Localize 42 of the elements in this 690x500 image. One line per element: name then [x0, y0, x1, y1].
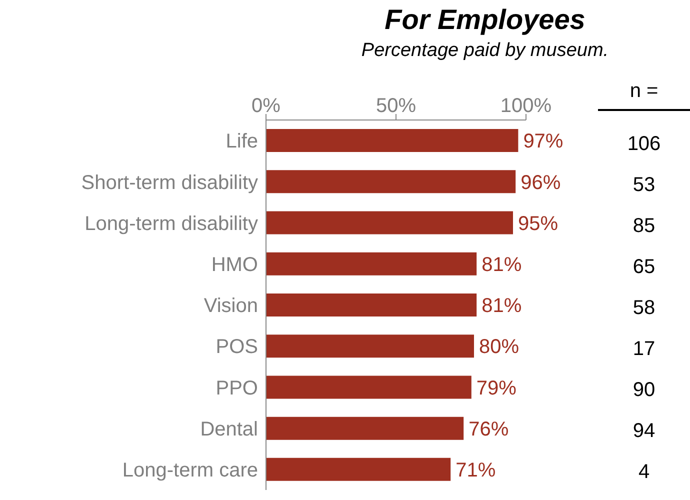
data-label: 79% — [476, 377, 517, 400]
bar — [266, 252, 477, 276]
x-tick-label: 0% — [252, 95, 281, 117]
text: 58 — [632, 297, 656, 320]
y-tick-label: Short-term disability — [81, 172, 258, 194]
text: 53 — [632, 174, 656, 197]
bar — [266, 170, 516, 194]
bar — [266, 376, 472, 399]
data-label: 96% — [520, 172, 561, 194]
x-tick-label: 100% — [500, 95, 552, 117]
text: 106 — [626, 132, 662, 156]
y-tick-label: PPO — [216, 377, 258, 400]
y-tick-label: POS — [216, 336, 258, 358]
chart-subtitle: Percentage paid by museum. — [360, 40, 610, 62]
bar — [266, 293, 477, 316]
text: 90 — [632, 379, 656, 402]
text: 65 — [632, 256, 656, 279]
data-label: 76% — [468, 418, 509, 440]
text: 17 — [632, 338, 656, 362]
y-tick-label: Life — [226, 130, 258, 153]
x-tick-label: 50% — [376, 95, 416, 117]
text: 4 — [637, 461, 651, 484]
bar — [266, 129, 518, 152]
data-label: 81% — [482, 254, 522, 276]
bar — [266, 334, 474, 358]
y-tick-label: Long-term care — [122, 460, 258, 482]
data-label: 95% — [518, 212, 558, 235]
y-tick-label: Dental — [200, 418, 258, 440]
bar — [266, 416, 464, 440]
text: n = — [598, 80, 690, 111]
chart-title: For Employees — [384, 4, 586, 36]
bar — [266, 211, 513, 234]
y-tick-label: Vision — [204, 295, 258, 318]
text: 85 — [632, 214, 656, 238]
bar — [266, 458, 451, 481]
y-tick-label: HMO — [211, 254, 258, 276]
data-label: 81% — [482, 295, 522, 318]
y-tick-label: Long-term disability — [84, 212, 258, 235]
data-label: 71% — [456, 460, 496, 482]
data-label: 80% — [479, 336, 520, 358]
data-label: 97% — [523, 130, 564, 153]
text: 94 — [632, 420, 656, 444]
